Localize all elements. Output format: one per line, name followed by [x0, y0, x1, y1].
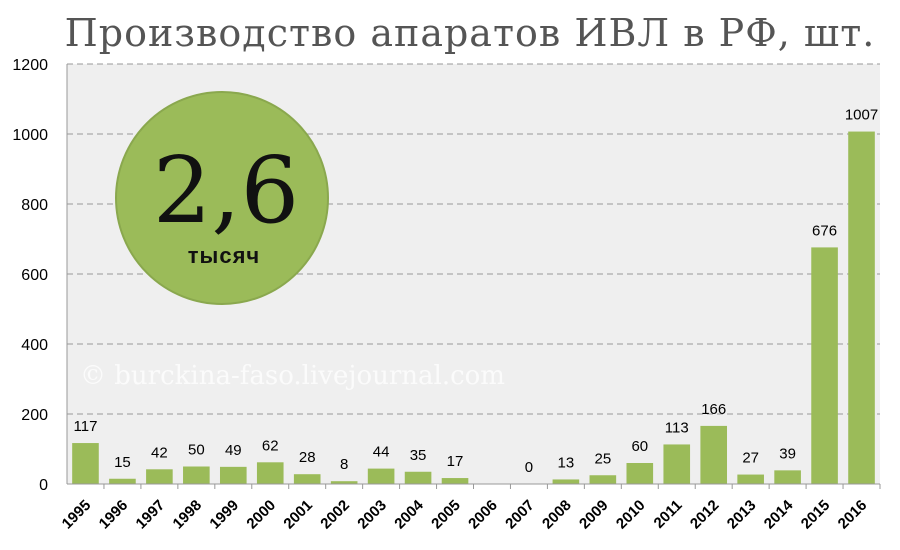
data-label: 17 — [447, 453, 464, 470]
y-tick-label: 1000 — [12, 127, 48, 144]
x-tick-label: 1997 — [133, 497, 169, 533]
x-tick-label: 2001 — [280, 497, 316, 533]
bar — [367, 468, 395, 484]
bar — [256, 462, 284, 484]
data-label: 28 — [299, 449, 316, 466]
x-axis: 1995 1996 1997 1998 1999 2000 2001 2002 2003 2004… — [59, 483, 881, 533]
data-label: 117 — [74, 418, 98, 435]
data-label: 60 — [631, 438, 648, 455]
bar — [626, 463, 654, 484]
data-label: 1007 — [845, 107, 878, 124]
x-tick-label: 2012 — [687, 497, 723, 533]
y-tick-label: 400 — [21, 337, 48, 354]
callout-unit: тысяч — [188, 243, 260, 268]
x-tick-label: 2010 — [613, 497, 649, 533]
data-label: 0 — [525, 459, 533, 476]
x-tick-label: 2011 — [651, 497, 686, 532]
chart-title: Производство апаратов ИВЛ в РФ, шт. — [65, 11, 876, 55]
data-label: 50 — [188, 442, 205, 459]
data-label: 166 — [701, 401, 726, 418]
y-tick-label: 0 — [39, 477, 48, 494]
data-label: 62 — [262, 437, 279, 454]
bar — [700, 425, 728, 484]
x-tick-label: 2015 — [798, 497, 834, 533]
y-tick-label: 600 — [21, 267, 48, 284]
watermark: © burckina-faso.livejournal.com — [80, 361, 505, 391]
y-tick-label: 800 — [21, 197, 48, 214]
y-tick-label: 200 — [21, 407, 48, 424]
x-tick-label: 1998 — [170, 497, 206, 533]
bar — [737, 474, 764, 484]
bar — [811, 247, 838, 484]
x-tick-label: 2016 — [835, 497, 871, 533]
bar — [441, 478, 469, 484]
data-label: 113 — [665, 419, 689, 436]
y-axis: 0 200 400 600 800 1000 1200 — [12, 57, 68, 494]
data-label: 15 — [114, 454, 131, 471]
bar — [72, 443, 99, 484]
data-label: 13 — [558, 454, 575, 471]
bar — [109, 478, 136, 484]
data-label: 676 — [812, 222, 837, 239]
callout-circle — [115, 91, 329, 305]
bar — [848, 131, 875, 485]
data-label: 39 — [779, 445, 796, 462]
x-tick-label: 1999 — [207, 497, 243, 533]
bar — [552, 479, 580, 484]
data-label: 49 — [225, 442, 242, 459]
callout-badge: 2,6 тысяч — [115, 91, 329, 305]
x-tick-label: 2007 — [502, 497, 538, 533]
x-tick-label: 2000 — [243, 497, 279, 533]
bar — [774, 470, 801, 484]
x-tick-label: 2004 — [391, 496, 427, 532]
y-tick-label: 1200 — [12, 57, 48, 74]
bar — [589, 475, 617, 484]
data-label: 25 — [594, 450, 611, 467]
data-labels: 117 15 42 50 49 62 28 8 44 35 17 0 13 25 60 113 166 27 39 6… — [74, 107, 879, 476]
bar — [146, 469, 173, 484]
bar — [404, 471, 432, 484]
x-tick-label: 2003 — [354, 497, 390, 533]
x-tick-label: 2014 — [761, 496, 797, 532]
bars — [72, 131, 875, 485]
bar — [293, 474, 321, 484]
x-tick-label: 2006 — [465, 497, 501, 533]
data-label: 8 — [340, 456, 348, 473]
x-tick-label: 2005 — [428, 497, 464, 533]
x-tick-label: 1996 — [96, 497, 132, 533]
x-tick-label: 2002 — [317, 497, 353, 533]
x-tick-label: 1995 — [59, 497, 95, 533]
x-tick-label: 2008 — [539, 497, 575, 533]
bar — [183, 466, 210, 484]
data-label: 44 — [373, 444, 390, 461]
bar — [663, 444, 691, 484]
bar — [219, 466, 247, 484]
data-label: 42 — [151, 444, 168, 461]
data-label: 27 — [742, 450, 759, 467]
x-tick-label: 2013 — [724, 497, 760, 533]
bar — [330, 481, 358, 484]
callout-value: 2,6 — [153, 137, 299, 244]
x-tick-label: 2009 — [576, 497, 612, 533]
data-label: 35 — [410, 447, 427, 464]
